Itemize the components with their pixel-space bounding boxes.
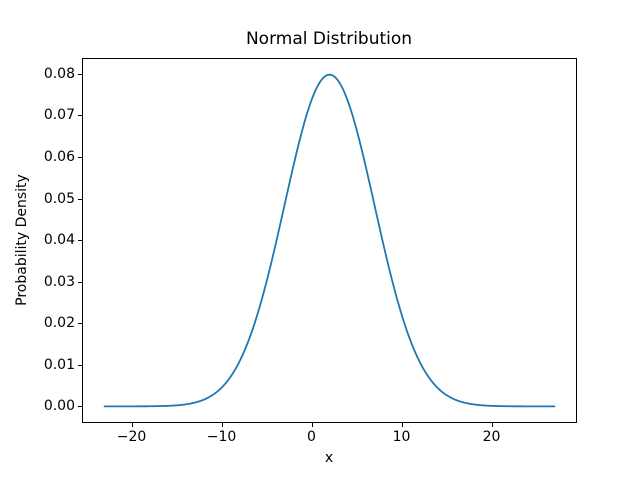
y-tick-label: 0.01 [43,356,75,373]
y-tick-label: 0.00 [43,398,75,415]
x-tick-mark [221,423,223,427]
x-tick-mark [131,423,133,427]
x-tick-label: 0 [307,429,316,445]
x-tick-label: −20 [116,429,147,445]
normal-pdf-curve [103,73,556,408]
y-tick-mark [78,281,82,283]
x-tick-label: −10 [206,429,237,445]
y-tick-mark [78,364,82,366]
y-tick-mark [78,323,82,325]
y-tick-mark [78,240,82,242]
y-tick-label: 0.08 [43,65,75,82]
y-tick-mark [78,406,82,408]
y-tick-label: 0.07 [43,107,75,124]
y-tick-label: 0.02 [43,315,75,332]
x-tick-mark [311,423,313,427]
x-tick-label: 10 [392,429,411,445]
y-tick-label: 0.06 [43,148,75,165]
y-tick-mark [78,73,82,75]
y-tick-label: 0.05 [43,190,75,207]
x-axis-label: x [324,450,334,466]
y-tick-mark [78,156,82,158]
chart-title: Normal Distribution [245,29,413,49]
x-tick-mark [491,423,493,427]
plot-area [82,58,577,423]
y-axis-label: Probability Density [14,174,30,306]
y-tick-label: 0.03 [43,273,75,290]
y-tick-mark [78,115,82,117]
x-tick-mark [401,423,403,427]
x-tick-label: 20 [482,429,501,445]
y-tick-label: 0.04 [43,232,75,249]
line-chart-canvas [103,73,556,408]
y-tick-mark [78,198,82,200]
